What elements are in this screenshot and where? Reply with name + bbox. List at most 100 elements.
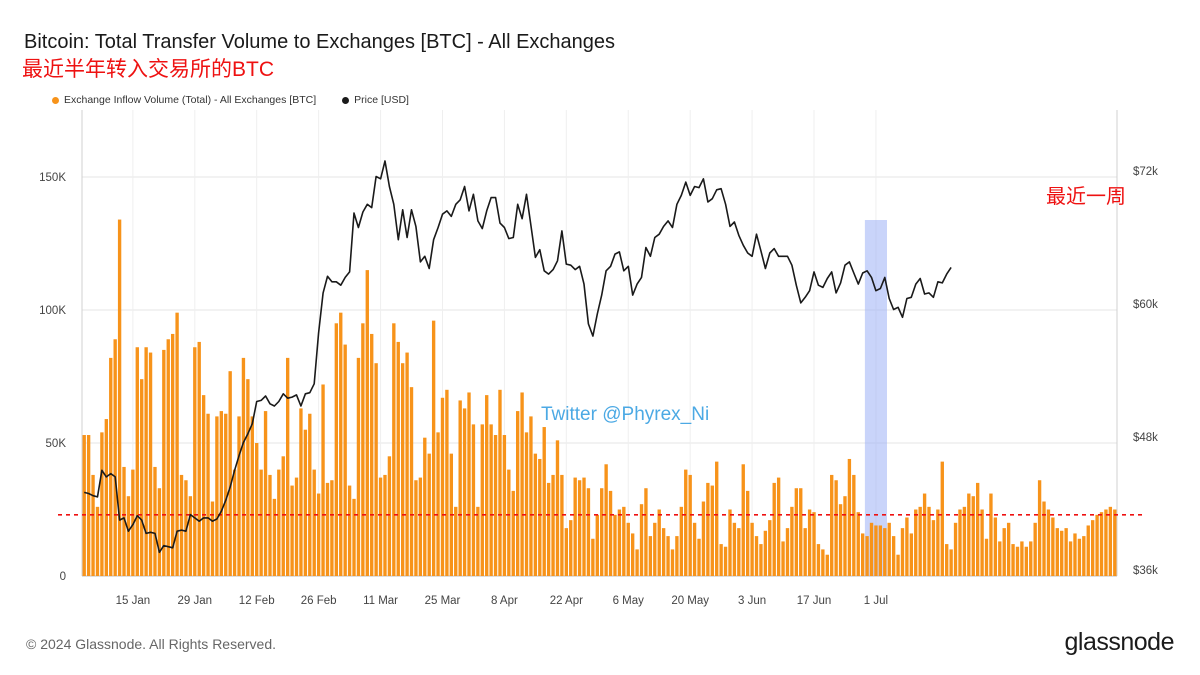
x-tick-label: 26 Feb (301, 595, 337, 607)
copyright-footer: © 2024 Glassnode. All Rights Reserved. (26, 636, 277, 652)
inflow-bar (622, 506, 626, 576)
inflow-bar (856, 512, 860, 576)
inflow-bar (511, 490, 515, 576)
inflow-bar (330, 480, 334, 576)
inflow-bar (883, 528, 887, 576)
inflow-bar (900, 528, 905, 576)
inflow-bar (378, 477, 383, 576)
inflow-bar (82, 435, 86, 576)
inflow-bar (865, 536, 869, 576)
inflow-bar (989, 493, 993, 576)
inflow-bar (967, 493, 971, 576)
inflow-bar (255, 443, 259, 576)
inflow-bar (874, 525, 878, 576)
chart-subtitle: 最近半年转入交易所的BTC (22, 58, 274, 81)
inflow-bar (998, 541, 1002, 576)
inflow-bar (600, 488, 604, 576)
inflow-bar (719, 544, 723, 576)
inflow-bar (104, 419, 109, 576)
inflow-bar (86, 435, 91, 576)
x-tick-label: 15 Jan (116, 595, 151, 607)
inflow-bar (1037, 480, 1042, 576)
inflow-bar (166, 339, 170, 576)
inflow-bar (188, 496, 193, 576)
chart-title: Bitcoin: Total Transfer Volume to Exchan… (24, 31, 616, 53)
inflow-bar (569, 520, 573, 576)
inflow-bar (838, 504, 843, 576)
inflow-bar (197, 341, 201, 576)
inflow-bar (577, 480, 582, 576)
inflow-bar (1006, 522, 1011, 576)
inflow-bar (485, 395, 489, 576)
inflow-bar (524, 432, 529, 576)
inflow-bar (250, 416, 254, 576)
inflow-bar (219, 411, 224, 576)
inflow-bar (1060, 530, 1064, 576)
inflow-bar (538, 458, 542, 576)
inflow-bar (1051, 517, 1055, 576)
inflow-bar (993, 517, 998, 576)
inflow-bar (653, 522, 657, 576)
inflow-bar (423, 437, 427, 576)
x-tick-label: 20 May (671, 595, 709, 607)
inflow-bar (232, 469, 237, 576)
inflow-bar (1073, 533, 1077, 576)
inflow-bar (1020, 541, 1024, 576)
inflow-bar (533, 453, 538, 576)
inflow-bar (830, 474, 834, 576)
inflow-bar (555, 440, 560, 576)
watermark-text: Twitter @Phyrex_Ni (541, 404, 709, 425)
inflow-bar (277, 469, 281, 576)
inflow-bar (887, 522, 891, 576)
inflow-bar (608, 490, 613, 576)
inflow-bar (312, 469, 316, 576)
inflow-bar (259, 469, 263, 576)
chart-canvas: 0 50K 100K 150K $36k $48k $60k $72k 15 Jan 29 Jan… (39, 110, 1158, 607)
inflow-bar (343, 344, 347, 576)
recent-week-highlight (864, 220, 887, 576)
inflow-bar (701, 501, 706, 576)
inflow-bar (878, 525, 883, 576)
inflow-bar (117, 219, 122, 576)
inflow-bar (582, 477, 586, 576)
inflow-bar (560, 474, 564, 576)
inflow-bar (263, 411, 268, 576)
legend-item-inflow[interactable]: Exchange Inflow Volume (Total) - All Exc… (52, 94, 316, 106)
inflow-bar (502, 435, 507, 576)
inflow-bar (122, 466, 126, 576)
inflow-bar (480, 424, 484, 576)
inflow-bar (215, 416, 219, 576)
inflow-bar (507, 469, 511, 576)
inflow-bar (626, 522, 630, 576)
inflow-bar (520, 392, 524, 576)
inflow-bar (285, 357, 290, 576)
inflow-bar (471, 424, 476, 576)
inflow-bar (962, 506, 967, 576)
inflow-bar (1024, 546, 1029, 576)
inflow-bar (1011, 544, 1015, 576)
legend-item-price[interactable]: Price [USD] (342, 94, 409, 106)
inflow-bar (918, 506, 922, 576)
x-tick-label: 3 Jun (738, 595, 766, 607)
glassnode-logo[interactable]: glassnode (1064, 628, 1175, 656)
x-tick-label: 22 Apr (550, 595, 583, 607)
inflow-bar (1086, 525, 1090, 576)
inflow-bar (144, 347, 148, 576)
axes: 0 50K 100K 150K $36k $48k $60k $72k 15 Jan 29 Jan… (39, 166, 1158, 607)
inflow-bar (418, 477, 423, 576)
price-line-group (84, 160, 952, 554)
inflow-bar (821, 549, 825, 576)
inflow-bar (454, 506, 458, 576)
inflow-bar (586, 488, 591, 576)
x-tick-label: 8 Apr (491, 595, 518, 607)
inflow-bar (914, 509, 918, 576)
inflow-bar (852, 474, 856, 576)
inflow-bar (573, 477, 577, 576)
inflow-bar (1108, 506, 1113, 576)
inflow-bar (732, 522, 737, 576)
inflow-bar (392, 323, 396, 576)
inflow-bar (321, 384, 325, 576)
inflow-bar (697, 538, 701, 576)
inflow-bar (1090, 520, 1095, 576)
inflow-bar (546, 482, 551, 576)
